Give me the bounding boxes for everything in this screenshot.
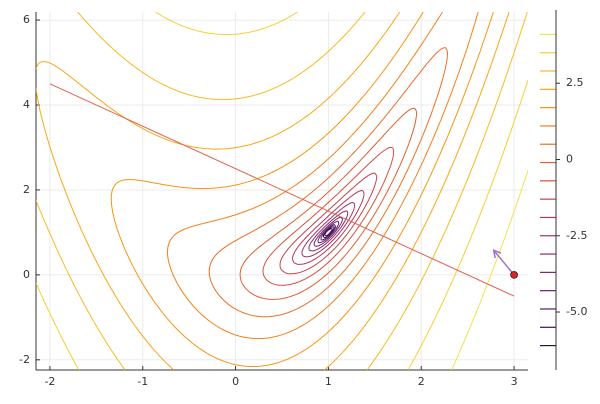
contour-line bbox=[36, 12, 510, 370]
contour-line bbox=[262, 146, 395, 286]
contour-line bbox=[308, 210, 349, 252]
arrow bbox=[492, 249, 515, 276]
contour-line bbox=[239, 107, 418, 300]
colorbar-tick-label: -5.0 bbox=[566, 305, 587, 318]
y-tick-label: 2 bbox=[23, 183, 30, 196]
contour-line bbox=[36, 12, 528, 370]
x-tick-label: 1 bbox=[325, 375, 332, 388]
colorbar-tick-label: -2.5 bbox=[566, 229, 587, 242]
contour-line bbox=[167, 12, 479, 340]
x-tick-label: -1 bbox=[137, 375, 148, 388]
contour-line bbox=[313, 216, 344, 247]
contour-line bbox=[279, 172, 378, 275]
colorbar-tick-label: 2.5 bbox=[566, 76, 584, 89]
y-tick-label: 4 bbox=[23, 98, 30, 111]
contour-line bbox=[451, 170, 528, 370]
line bbox=[49, 83, 515, 297]
contour-line bbox=[301, 201, 356, 258]
y-tick-label: 6 bbox=[23, 13, 30, 26]
contour-line bbox=[110, 12, 494, 367]
x-tick-label: 2 bbox=[418, 375, 425, 388]
contour-line bbox=[292, 189, 365, 265]
point bbox=[510, 271, 518, 279]
contour-line bbox=[320, 223, 337, 241]
y-tick-label: 0 bbox=[23, 268, 30, 281]
contour-line bbox=[36, 12, 528, 370]
contour-line bbox=[317, 220, 340, 244]
x-tick-label: -2 bbox=[44, 375, 55, 388]
x-tick-label: 0 bbox=[232, 375, 239, 388]
y-tick-label: -2 bbox=[19, 353, 30, 366]
contour-line bbox=[208, 46, 448, 318]
x-tick-label: 3 bbox=[511, 375, 518, 388]
colorbar-tick-label: 0 bbox=[566, 152, 573, 165]
